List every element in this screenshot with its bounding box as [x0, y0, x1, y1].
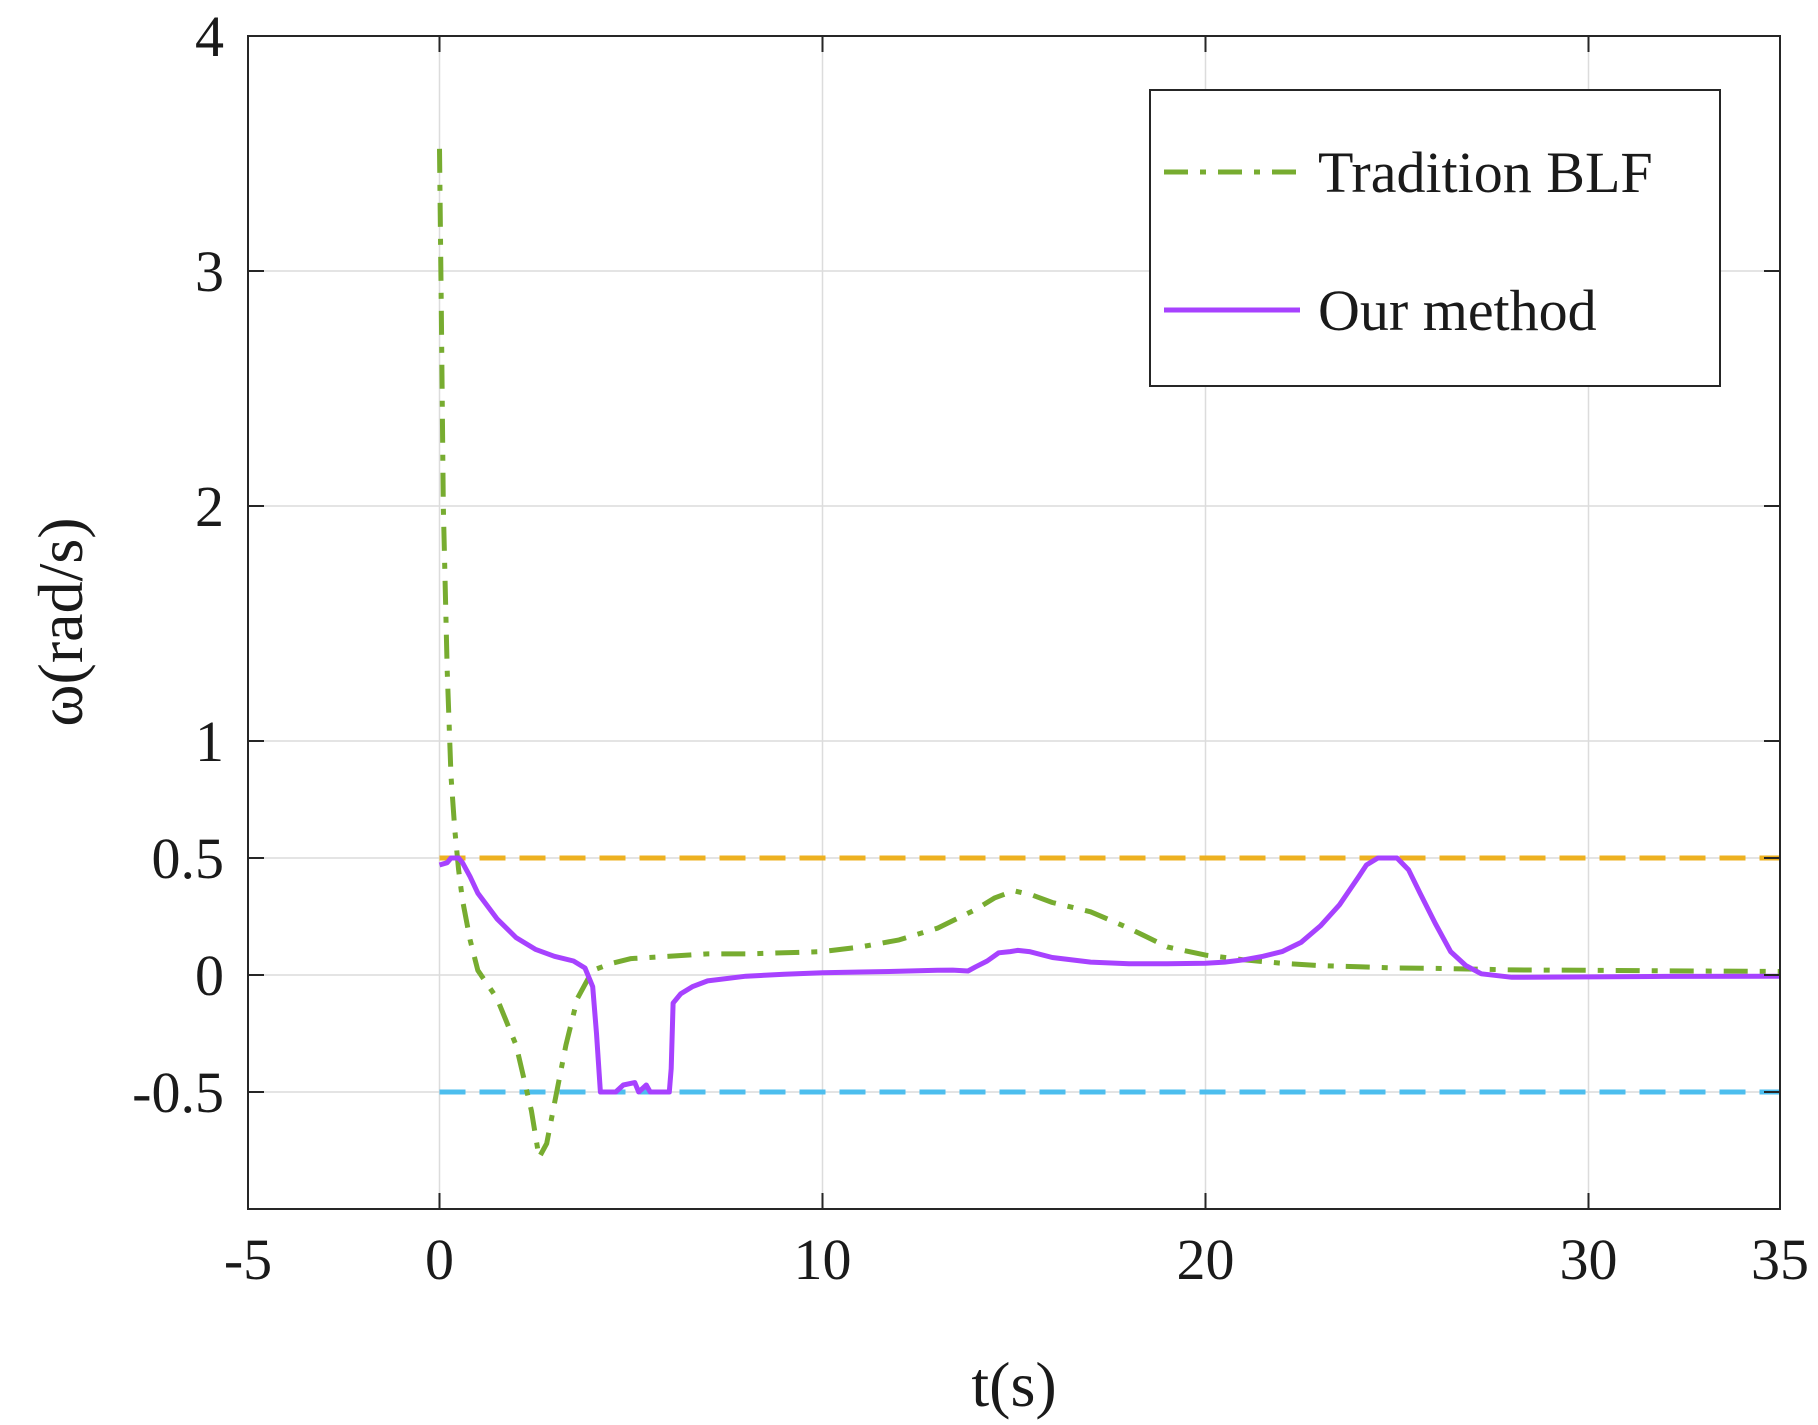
x-tick-label: -5: [224, 1227, 272, 1292]
axes-layer: [247, 35, 1781, 1210]
y-tick-label: 2: [195, 474, 224, 539]
y-axis-label: ω(rad/s): [25, 517, 96, 726]
y-tick-label: 0: [195, 943, 224, 1008]
ticks-layer: -5 0 10 20 30 35 -0.5 0 0.5 1 2 3 4: [132, 4, 1809, 1292]
series-line-our-method: [438, 855, 1781, 1095]
y-tick-label: -0.5: [132, 1060, 224, 1125]
x-axis-label: t(s): [971, 1349, 1056, 1420]
x-tick-label: 10: [794, 1227, 852, 1292]
x-tick-label: 0: [425, 1227, 454, 1292]
y-tick-label: 3: [195, 239, 224, 304]
legend: Tradition BLF Our method: [1149, 89, 1721, 387]
legend-label-our-method: Our method: [1318, 278, 1597, 343]
x-tick-label: 20: [1177, 1227, 1235, 1292]
series-line-tradition-blf: [437, 148, 1781, 1160]
plot-frame: [247, 35, 1781, 1210]
y-tick-label: 4: [195, 4, 224, 69]
legend-box: [1149, 89, 1721, 387]
legend-label-tradition-blf: Tradition BLF: [1318, 140, 1653, 205]
x-tick-label: 30: [1560, 1227, 1618, 1292]
x-tick-label: 35: [1751, 1227, 1809, 1292]
series-layer: [437, 148, 1781, 1160]
y-tick-label: 1: [195, 709, 224, 774]
y-tick-label: 0.5: [152, 826, 225, 891]
